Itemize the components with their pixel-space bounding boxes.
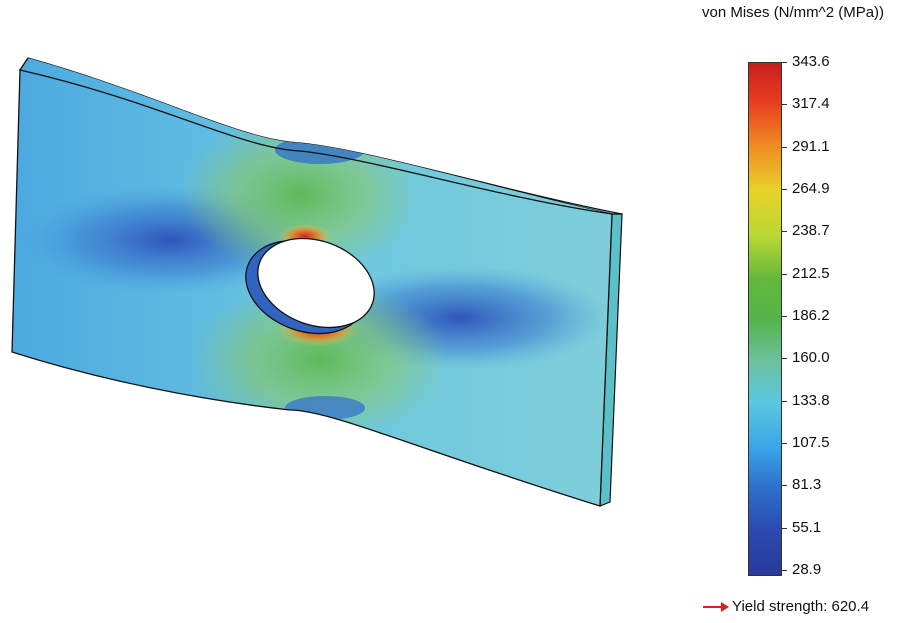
color-scale-tick	[781, 231, 787, 233]
color-scale-tick-label: 212.5	[792, 264, 830, 282]
color-scale-tick-label: 317.4	[792, 95, 830, 113]
legend-title: von Mises (N/mm^2 (MPa))	[702, 4, 885, 21]
color-scale-tick-label: 264.9	[792, 180, 830, 197]
color-scale-tick	[781, 358, 787, 360]
color-scale-tick	[781, 485, 787, 487]
color-scale-tick-label: 107.5	[792, 434, 830, 451]
color-scale-tick-label: 160.0	[792, 349, 830, 367]
center-hole	[245, 237, 375, 335]
color-scale-tick	[781, 146, 787, 148]
color-scale-tick	[781, 570, 787, 571]
color-scale-tick	[781, 443, 787, 444]
color-scale-tick-label: 186.2	[792, 307, 830, 324]
mid-stress-lobe-bottom	[190, 280, 450, 440]
color-scale-tick-label: 291.1	[792, 137, 830, 155]
color-scale-tick-label: 343.6	[792, 53, 830, 70]
arrow-right-icon	[703, 601, 729, 612]
color-scale-tick-label: 133.8	[792, 391, 830, 409]
color-scale-tick	[781, 62, 787, 63]
color-scale-tick	[781, 316, 787, 317]
color-scale-tick	[781, 104, 787, 106]
color-scale-tick-label: 238.7	[792, 222, 830, 240]
color-scale-tick-label: 55.1	[792, 518, 822, 536]
color-scale-tick	[781, 400, 787, 402]
yield-strength-label: Yield strength: 620.4	[732, 598, 870, 615]
color-scale-tick-label: 81.3	[792, 476, 822, 494]
color-scale-tick-label: 28.9	[792, 561, 822, 578]
color-scale-tick	[781, 527, 787, 529]
color-scale-bar	[748, 62, 782, 576]
color-scale-tick	[781, 273, 787, 275]
plate-outline	[11, 57, 613, 507]
color-scale-tick	[781, 189, 787, 190]
yield-strength-marker: Yield strength: 620.4	[702, 598, 869, 615]
